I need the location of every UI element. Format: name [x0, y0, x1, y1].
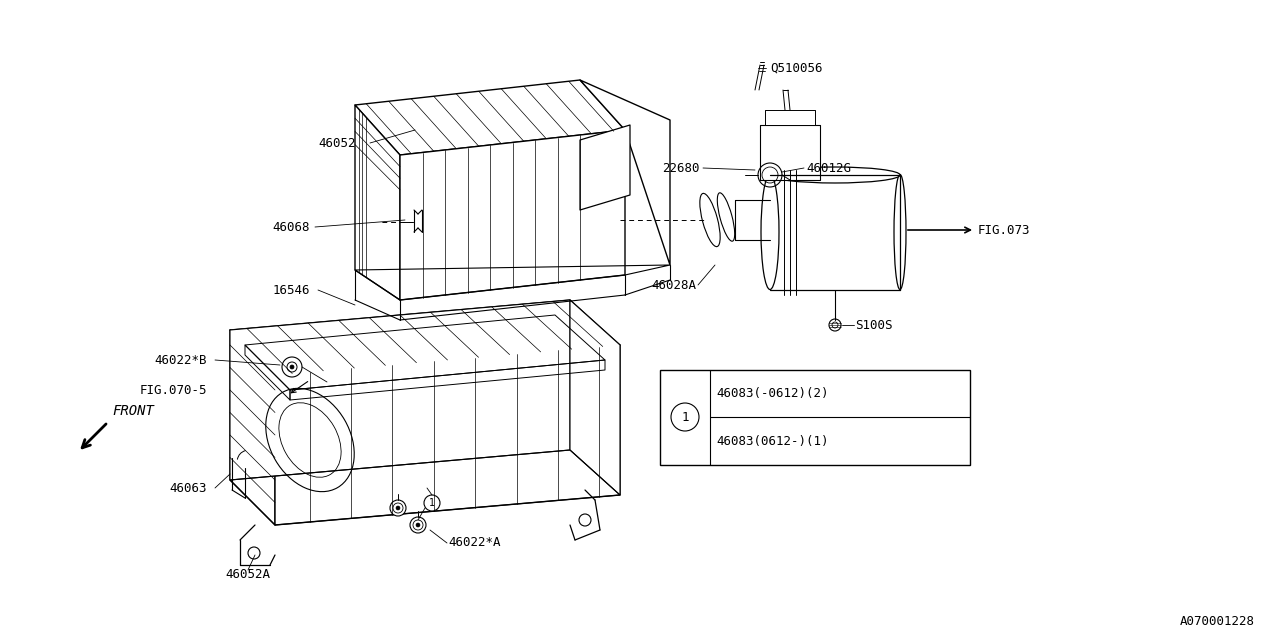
Bar	[660, 370, 970, 465]
Polygon shape	[230, 300, 570, 480]
Text: 1: 1	[429, 498, 435, 508]
Polygon shape	[355, 105, 401, 300]
Text: 46052: 46052	[319, 136, 356, 150]
Circle shape	[287, 362, 297, 372]
Text: 46052A: 46052A	[225, 568, 270, 582]
Text: 46022*B: 46022*B	[155, 353, 207, 367]
Circle shape	[393, 503, 403, 513]
Circle shape	[413, 520, 422, 530]
Ellipse shape	[771, 167, 900, 183]
Ellipse shape	[717, 193, 735, 241]
Polygon shape	[230, 330, 275, 525]
Text: FIG.073: FIG.073	[978, 223, 1030, 237]
Circle shape	[396, 506, 401, 510]
Polygon shape	[275, 345, 620, 525]
Text: S100S: S100S	[855, 319, 892, 332]
Text: 46068: 46068	[273, 221, 310, 234]
Text: 46028A: 46028A	[652, 278, 696, 291]
Ellipse shape	[762, 175, 780, 289]
Circle shape	[282, 357, 302, 377]
Ellipse shape	[893, 175, 906, 289]
Text: 46012G: 46012G	[806, 161, 851, 175]
Text: 16546: 16546	[273, 284, 310, 296]
Circle shape	[410, 517, 426, 533]
Text: A070001228: A070001228	[1180, 615, 1254, 628]
Text: FRONT: FRONT	[113, 404, 154, 418]
Text: 46022*A: 46022*A	[448, 536, 500, 550]
Circle shape	[416, 523, 420, 527]
Text: 46063: 46063	[169, 481, 207, 495]
Polygon shape	[580, 125, 630, 210]
Polygon shape	[230, 300, 620, 375]
Text: FIG.070-5: FIG.070-5	[140, 383, 207, 397]
Circle shape	[671, 403, 699, 431]
Text: 22680: 22680	[663, 161, 700, 175]
Circle shape	[424, 495, 440, 511]
Polygon shape	[760, 125, 820, 180]
Circle shape	[390, 500, 406, 516]
Text: 46083(0612-)(1): 46083(0612-)(1)	[716, 435, 828, 447]
Text: Q510056: Q510056	[771, 61, 823, 74]
Text: 46083(-0612)(2): 46083(-0612)(2)	[716, 387, 828, 399]
Polygon shape	[580, 80, 669, 265]
Text: 1: 1	[681, 410, 689, 424]
Polygon shape	[570, 300, 620, 495]
Polygon shape	[401, 130, 625, 300]
Polygon shape	[765, 110, 815, 125]
Circle shape	[291, 365, 294, 369]
Polygon shape	[355, 80, 625, 155]
Ellipse shape	[700, 193, 721, 246]
